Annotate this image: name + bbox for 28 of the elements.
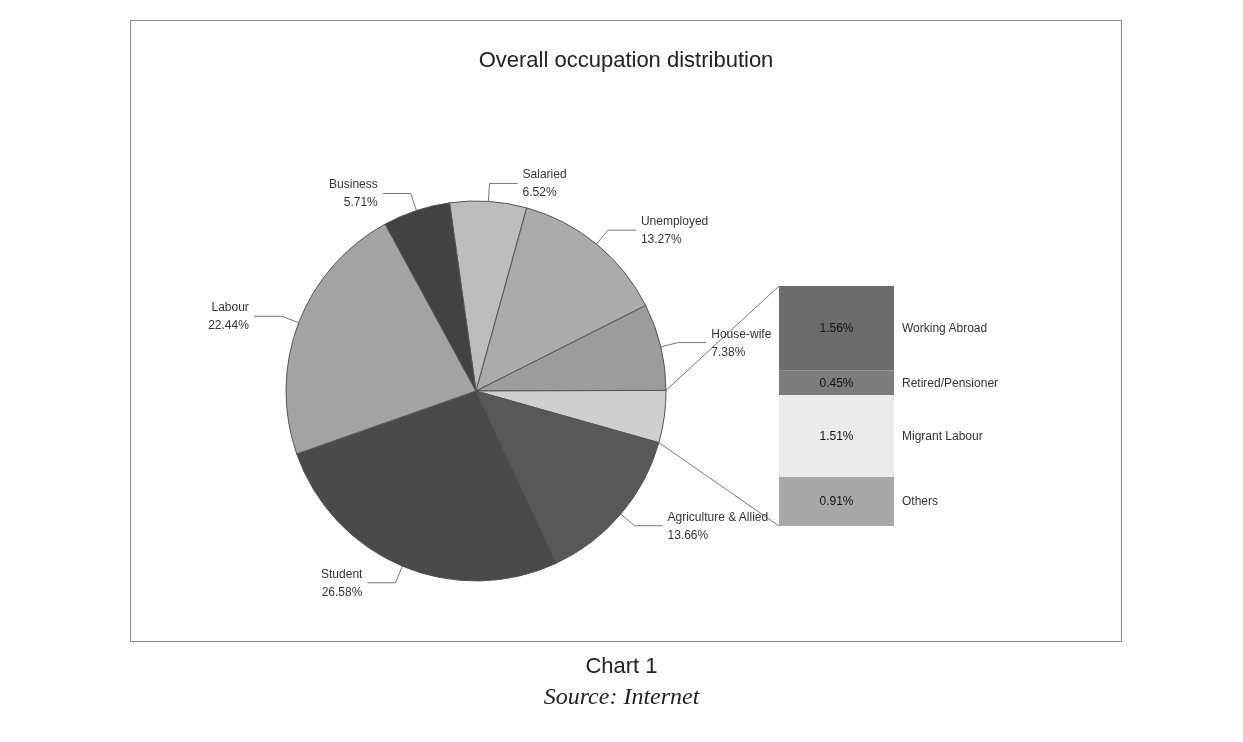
data-label: 22.44% xyxy=(208,318,250,333)
source-note: Source: Internet xyxy=(542,683,701,710)
bar xyxy=(779,476,894,526)
data-label: 13.27% xyxy=(640,232,682,247)
data-label: 26.58% xyxy=(321,584,363,599)
series-label: Migrant Labour xyxy=(902,428,983,443)
bar xyxy=(779,370,894,395)
caption: Chart 1 xyxy=(584,653,659,679)
slice-label: Salaried xyxy=(522,167,567,182)
data-label: 5.71% xyxy=(343,195,379,210)
data-label: 1.56% xyxy=(819,321,854,336)
slice-label: Student xyxy=(321,566,364,581)
series-label: Others xyxy=(902,494,939,509)
data-label: 0.91% xyxy=(819,494,854,509)
slice-label: Agriculture & Allied xyxy=(667,509,769,524)
data-label: 7.38% xyxy=(711,344,746,359)
data-label: 0.45% xyxy=(819,375,854,390)
series-label: Retired/Pensioner xyxy=(902,375,999,390)
slice-label: Labour xyxy=(211,300,249,315)
data-label: 1.51% xyxy=(819,428,854,443)
bar xyxy=(779,394,894,477)
slice-label: Unemployed xyxy=(640,214,709,229)
series-label: Working Abroad xyxy=(902,321,988,336)
data-label: 6.52% xyxy=(522,185,557,200)
data-label: 13.66% xyxy=(667,527,709,542)
slice-label: Business xyxy=(329,177,378,192)
slice-label: House-wife xyxy=(711,326,772,341)
chart-title: Overall occupation distribution xyxy=(478,46,774,72)
